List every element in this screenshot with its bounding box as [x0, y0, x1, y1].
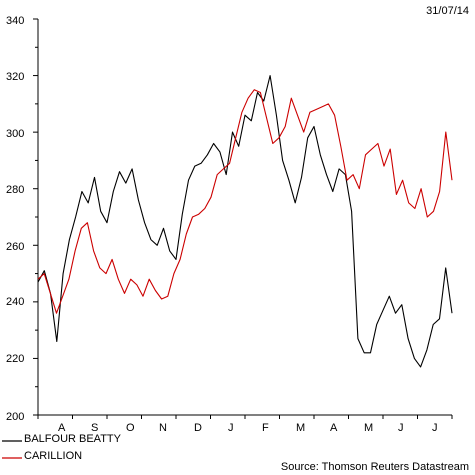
y-tick-label: 200: [6, 411, 24, 423]
y-tick-label: 300: [6, 128, 24, 140]
x-tick-label: F: [262, 422, 269, 434]
legend-label-balfour-beatty: BALFOUR BEATTY: [24, 433, 122, 445]
y-tick-label: 260: [6, 241, 24, 253]
x-tick-label: D: [194, 422, 202, 434]
x-tick-label: A: [330, 422, 338, 434]
axes: [33, 18, 453, 419]
legend: BALFOUR BEATTY CARILLION: [2, 433, 122, 462]
series-lines: [37, 75, 453, 368]
x-tick-label: M: [364, 422, 373, 434]
y-tick-label: 240: [6, 296, 24, 308]
y-tick-labels: 200 220 240 260 280 300 320 340: [6, 15, 24, 423]
chart-date: 31/07/14: [426, 5, 469, 17]
x-tick-label: N: [159, 422, 167, 434]
x-tick-label: O: [126, 422, 135, 434]
legend-label-carillion: CARILLION: [24, 450, 82, 462]
x-tick-label: M: [296, 422, 305, 434]
x-tick-label: J: [398, 422, 404, 434]
x-tick-labels: A S O N D J F M A M J J: [58, 422, 438, 434]
x-tick-label: S: [91, 422, 98, 434]
x-tick-label: A: [58, 422, 66, 434]
series-line-balfour-beatty: [37, 75, 453, 368]
x-tick-label: J: [228, 422, 234, 434]
series-line-carillion: [37, 89, 453, 314]
source-note: Source: Thomson Reuters Datastream: [281, 461, 469, 473]
y-tick-label: 220: [6, 353, 24, 365]
y-tick-label: 340: [6, 15, 24, 27]
y-tick-label: 280: [6, 184, 24, 196]
y-tick-label: 320: [6, 71, 24, 83]
x-tick-label: J: [432, 422, 438, 434]
